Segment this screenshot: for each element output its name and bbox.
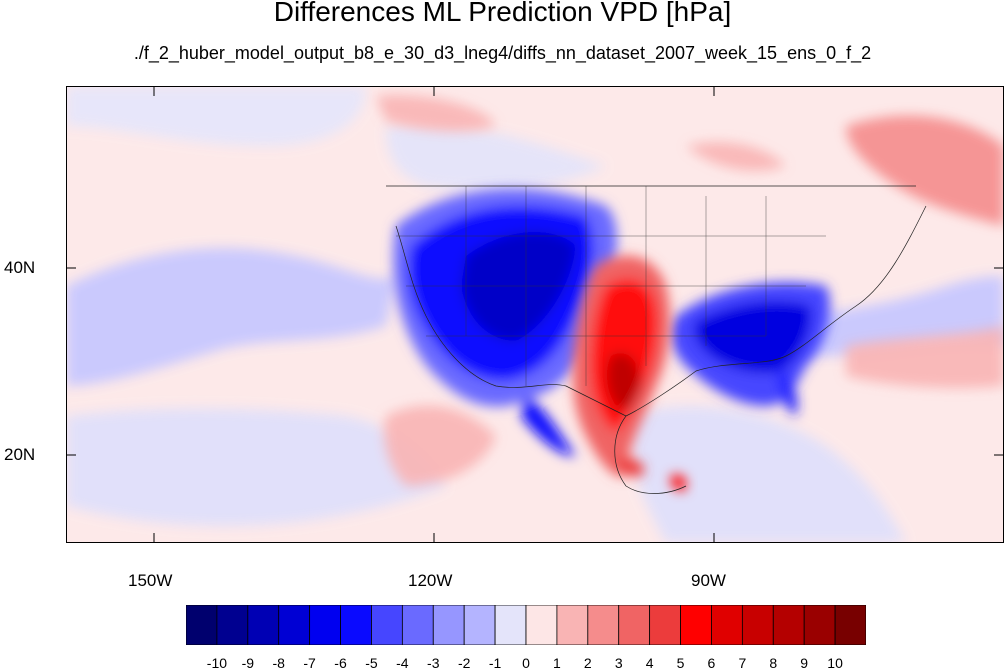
state-lines (396, 186, 826, 386)
colorbar-swatch (618, 605, 651, 645)
colorbar-swatch (401, 605, 434, 645)
colorbar-swatch (494, 605, 527, 645)
axis-ticks (66, 86, 1004, 543)
colorbar-label: -6 (334, 655, 347, 671)
colorbar-label: -2 (457, 655, 471, 671)
lon-tick-90w: 90W (691, 571, 726, 590)
page-subtitle: ./f_2_huber_model_output_b8_e_30_d3_lneg… (133, 43, 872, 63)
colorbar-label: -9 (241, 655, 255, 671)
page-title: Differences ML Prediction VPD [hPa] (273, 0, 732, 27)
colorbar-label: 4 (645, 655, 654, 671)
colorbar-label: -7 (303, 655, 316, 671)
colorbar-swatch (309, 605, 341, 645)
colorbar-label: 6 (707, 655, 716, 671)
colorbar-label: 3 (614, 655, 623, 671)
colorbar-swatch (803, 605, 836, 645)
colorbar-label: -10 (206, 655, 228, 671)
colorbar-swatch (216, 605, 249, 645)
colorbar-label: 8 (769, 655, 778, 671)
colorbar-label: -8 (272, 655, 285, 671)
light-blue-field (66, 86, 1004, 543)
colorbar-label: 0 (522, 655, 530, 671)
colorbar-label: 1 (553, 655, 561, 671)
colorbar-swatch (525, 605, 558, 645)
colorbar-label: 10 (827, 655, 843, 671)
colorbar-swatch (371, 605, 403, 645)
colorbar-label: 5 (676, 655, 685, 671)
lat-tick-20n: 20N (4, 445, 36, 464)
colorbar-swatch (711, 605, 743, 645)
colorbar-swatch (432, 605, 465, 645)
colorbar-swatch (556, 605, 589, 645)
lon-tick-150w: 150W (128, 571, 173, 590)
colorbar-swatch (278, 605, 311, 645)
colorbar-swatch (772, 605, 805, 645)
lat-tick-40n: 40N (4, 258, 36, 277)
colorbar-swatch (340, 605, 372, 645)
colorbar-label: 2 (583, 655, 592, 671)
colorbar-swatch (186, 605, 218, 645)
colorbar-swatch (741, 605, 774, 645)
colorbar-label: 7 (738, 655, 747, 671)
colorbar-swatch (834, 605, 866, 645)
colorbar-label: -5 (365, 655, 378, 671)
blue-anomaly-southeast (670, 282, 830, 416)
colorbar-label: 9 (800, 655, 809, 671)
colorbar-swatch (587, 605, 620, 645)
colorbar-swatch (463, 605, 496, 645)
country-borders (386, 185, 927, 494)
colorbar (186, 605, 866, 645)
map-plot (66, 86, 1004, 543)
colorbar-label: -3 (427, 655, 440, 671)
red-anomaly-northeast (376, 95, 1004, 486)
colorbar-label: -1 (488, 655, 502, 671)
colorbar-swatch (247, 605, 280, 645)
lon-tick-120w: 120W (408, 571, 453, 590)
colorbar-label: -4 (396, 655, 409, 671)
colorbar-swatch (649, 605, 681, 645)
map-border (66, 86, 1004, 543)
colorbar-swatch (680, 605, 712, 645)
